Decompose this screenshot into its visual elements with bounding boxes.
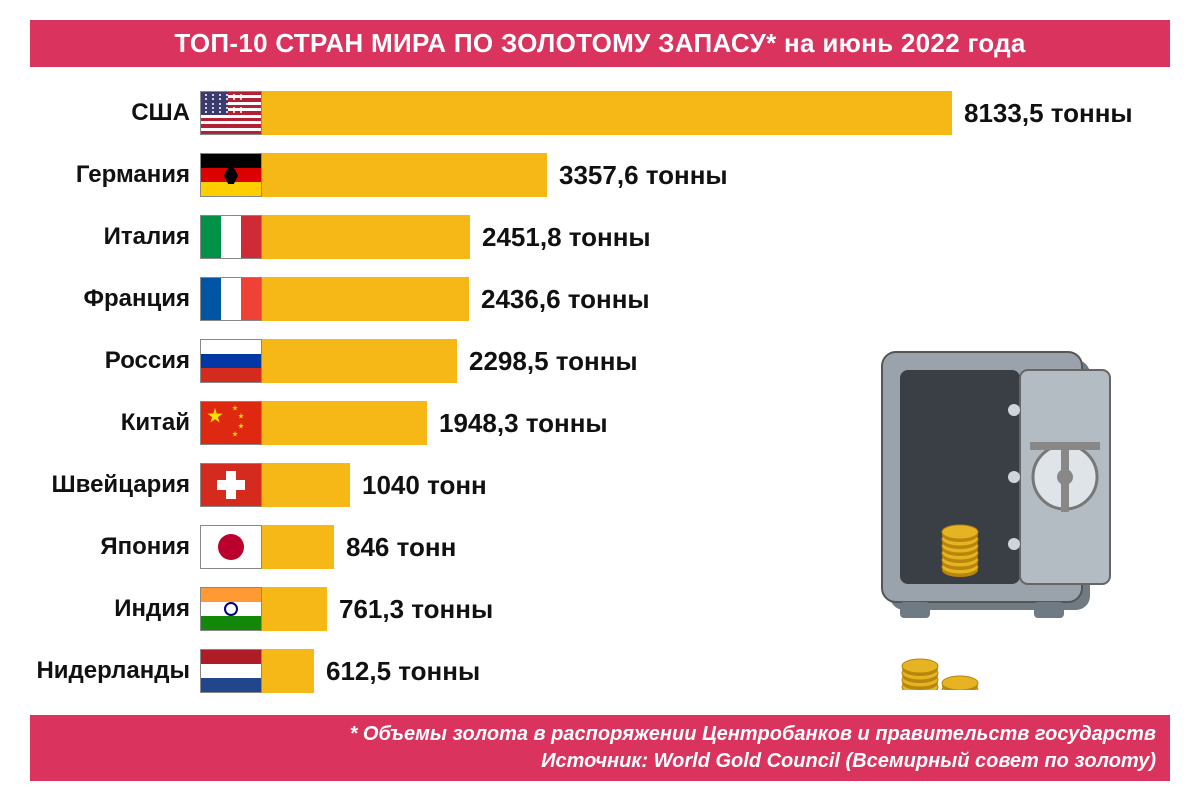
value-label: 2298,5 тонны: [469, 346, 638, 377]
value-label: 8133,5 тонны: [964, 98, 1133, 129]
country-label: Нидерланды: [30, 657, 200, 685]
value-label: 1948,3 тонны: [439, 408, 608, 439]
bar-wrap: 2451,8 тонны: [262, 215, 1170, 259]
country-label: Россия: [30, 347, 200, 375]
bar-wrap: 1948,3 тонны: [262, 401, 1170, 445]
value-label: 2436,6 тонны: [481, 284, 650, 315]
bar: [262, 463, 350, 507]
title-bar: ТОП-10 СТРАН МИРА ПО ЗОЛОТОМУ ЗАПАСУ* на…: [30, 20, 1170, 67]
bar-wrap: 8133,5 тонны: [262, 91, 1170, 135]
footer-bar: * Объемы золота в распоряжении Центробан…: [30, 715, 1170, 781]
bar: [262, 277, 469, 321]
bar-wrap: 761,3 тонны: [262, 587, 1170, 631]
value-label: 846 тонн: [346, 532, 456, 563]
country-label: США: [30, 99, 200, 127]
source-text: Источник: World Gold Council (Всемирный …: [44, 748, 1156, 775]
bar: [262, 525, 334, 569]
chart-row: Франция 2436,6 тонны: [30, 271, 1170, 327]
bar-wrap: 2436,6 тонны: [262, 277, 1170, 321]
chart-row: Япония 846 тонн: [30, 519, 1170, 575]
chart-area: США 8133,5 тонны Германия 3357,6 тонны Итали…: [30, 67, 1170, 715]
country-label: Китай: [30, 409, 200, 437]
bar: [262, 649, 314, 693]
chart-row: Швейцария 1040 тонн: [30, 457, 1170, 513]
bar: [262, 91, 952, 135]
bar: [262, 587, 327, 631]
country-label: Франция: [30, 285, 200, 313]
chart-row: Нидерланды 612,5 тонны: [30, 643, 1170, 699]
country-label: Индия: [30, 595, 200, 623]
flag-india-icon: [200, 587, 262, 631]
flag-netherlands-icon: [200, 649, 262, 693]
bar-wrap: 2298,5 тонны: [262, 339, 1170, 383]
country-label: Швейцария: [30, 471, 200, 499]
chart-row: Италия 2451,8 тонны: [30, 209, 1170, 265]
title-text: ТОП-10 СТРАН МИРА ПО ЗОЛОТОМУ ЗАПАСУ* на…: [174, 28, 1025, 58]
value-label: 2451,8 тонны: [482, 222, 651, 253]
flag-switzerland-icon: [200, 463, 262, 507]
flag-japan-icon: [200, 525, 262, 569]
chart-row: Китай 1948,3 тонны: [30, 395, 1170, 451]
chart-row: Индия 761,3 тонны: [30, 581, 1170, 637]
flag-italy-icon: [200, 215, 262, 259]
chart-row: Германия 3357,6 тонны: [30, 147, 1170, 203]
chart-row: США 8133,5 тонны: [30, 85, 1170, 141]
value-label: 3357,6 тонны: [559, 160, 728, 191]
country-label: Италия: [30, 223, 200, 251]
value-label: 761,3 тонны: [339, 594, 493, 625]
value-label: 612,5 тонны: [326, 656, 480, 687]
bar-wrap: 846 тонн: [262, 525, 1170, 569]
bar: [262, 153, 547, 197]
bar: [262, 339, 457, 383]
footnote-text: * Объемы золота в распоряжении Центробан…: [44, 721, 1156, 748]
bar: [262, 401, 427, 445]
country-label: Япония: [30, 533, 200, 561]
flag-russia-icon: [200, 339, 262, 383]
flag-usa-icon: [200, 91, 262, 135]
bar: [262, 215, 470, 259]
flag-germany-icon: [200, 153, 262, 197]
bar-wrap: 1040 тонн: [262, 463, 1170, 507]
infographic-canvas: ТОП-10 СТРАН МИРА ПО ЗОЛОТОМУ ЗАПАСУ* на…: [30, 20, 1170, 780]
flag-france-icon: [200, 277, 262, 321]
flag-china-icon: [200, 401, 262, 445]
chart-row: Россия 2298,5 тонны: [30, 333, 1170, 389]
value-label: 1040 тонн: [362, 470, 487, 501]
bar-wrap: 3357,6 тонны: [262, 153, 1170, 197]
bar-wrap: 612,5 тонны: [262, 649, 1170, 693]
country-label: Германия: [30, 161, 200, 189]
